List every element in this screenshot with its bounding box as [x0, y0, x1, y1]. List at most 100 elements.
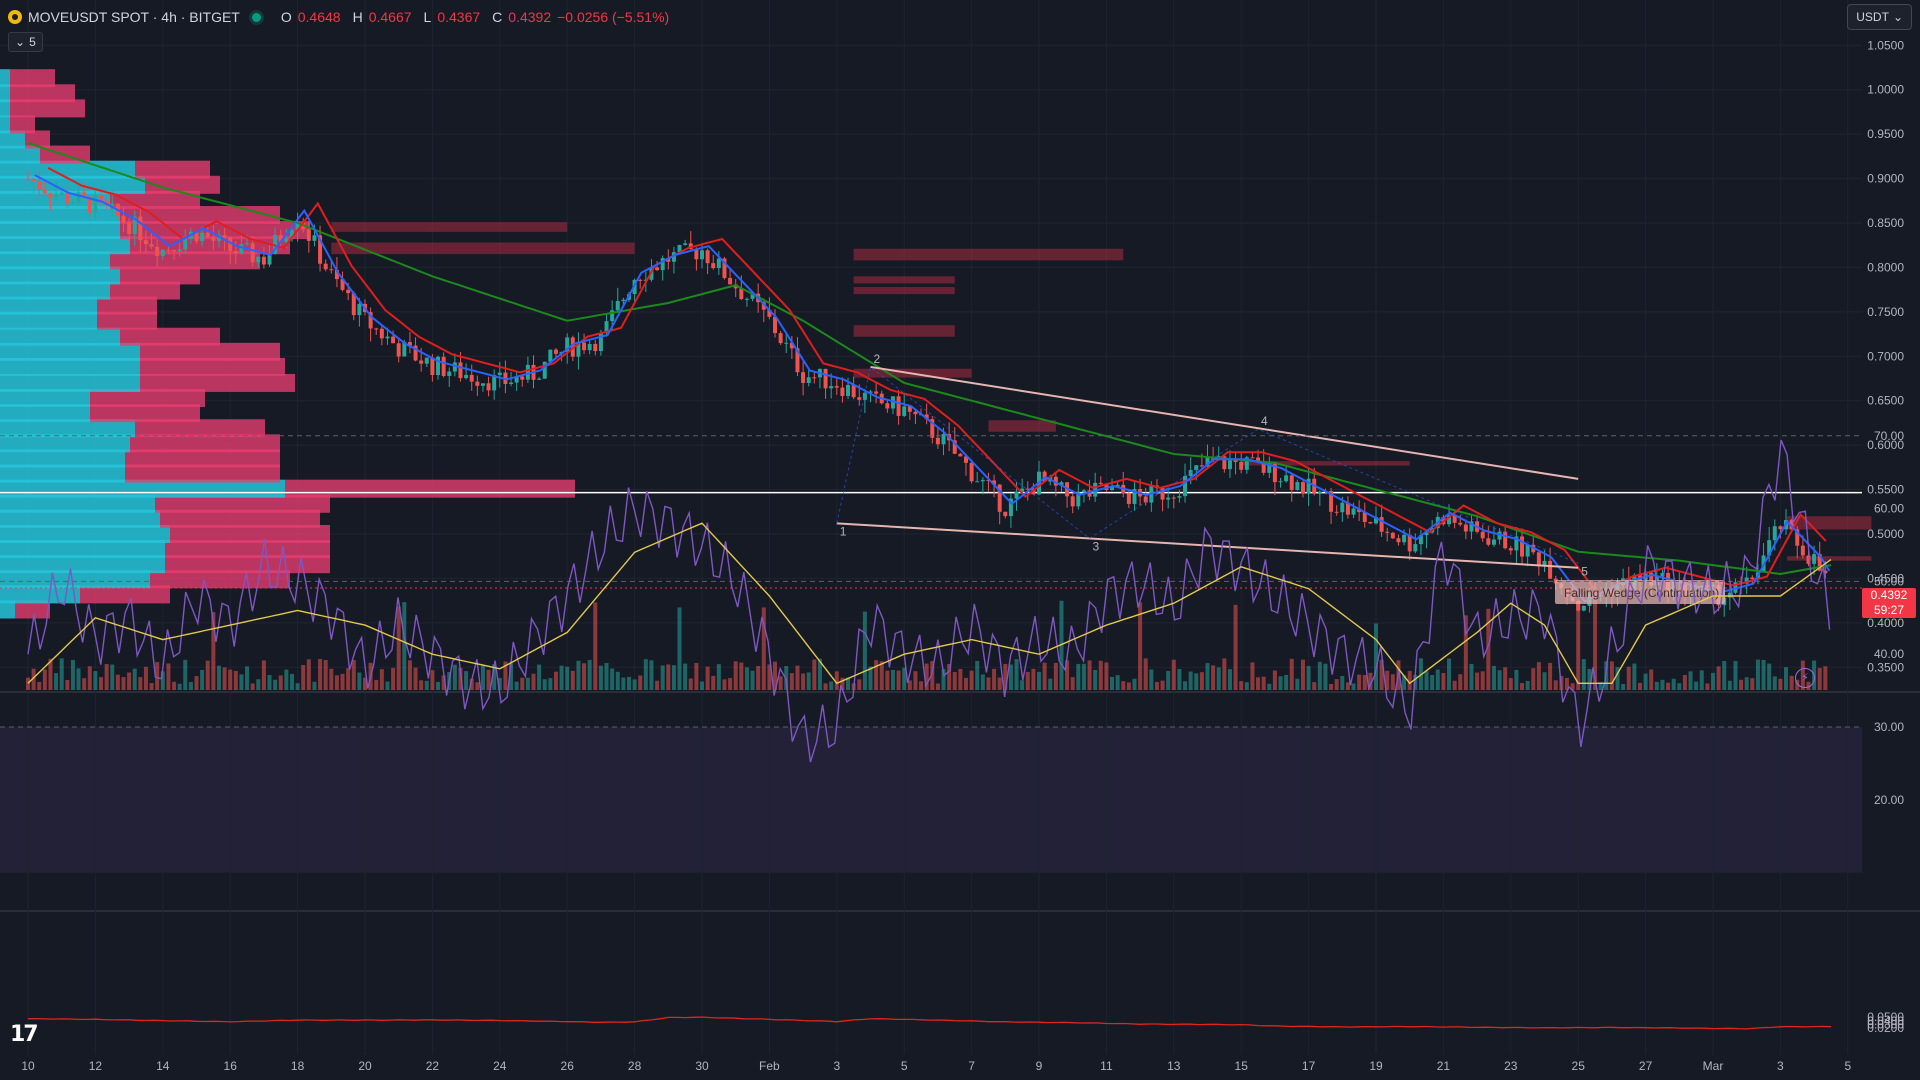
volume-bar [829, 681, 834, 690]
market-open-dot-icon [251, 12, 261, 22]
volume-bar [874, 660, 879, 690]
symbol-legend: MOVEUSDT SPOT · 4h · BITGET O 0.4648 H 0.4… [8, 6, 669, 28]
last-price-value: 0.4392 [1870, 588, 1908, 602]
volume-bar [598, 665, 603, 690]
vp-sell-bar [125, 464, 280, 483]
currency-selector[interactable]: USDT ⌄ [1847, 4, 1912, 30]
volume-bar [834, 671, 839, 690]
candle-body [885, 403, 890, 409]
candle-body [1542, 560, 1547, 567]
volume-bar [1475, 672, 1480, 690]
supply-zone [331, 222, 568, 232]
candle-body [975, 481, 980, 483]
volume-bar [59, 658, 64, 690]
candle-body [239, 244, 244, 254]
time-tick-label: 25 [1572, 1059, 1586, 1073]
candle-body [997, 484, 1002, 512]
vp-buy-bar [0, 251, 110, 270]
volume-bar [87, 666, 92, 690]
candle-body [834, 386, 839, 388]
price-tick-label: 1.0500 [1867, 38, 1904, 52]
candle-body [773, 316, 778, 334]
volume-bar [480, 665, 485, 690]
candle-body [267, 253, 272, 265]
candle-body [767, 309, 772, 317]
tradingview-logo-icon[interactable]: 17 [10, 1022, 39, 1047]
volume-bar [913, 671, 918, 690]
lightning-icon[interactable]: ⚡ [1795, 668, 1815, 688]
volume-bar [340, 673, 345, 690]
volume-bar [492, 664, 497, 690]
vp-buy-bar [0, 342, 140, 361]
vp-sell-bar [15, 600, 50, 619]
currency-label: USDT [1856, 10, 1889, 24]
volume-bar [621, 677, 626, 690]
volume-bar [1244, 682, 1249, 690]
vp-buy-bar [0, 585, 80, 604]
price-tick-label: 1.0000 [1867, 83, 1904, 97]
candle-body [1194, 465, 1199, 471]
volume-bar [952, 672, 957, 690]
candle-body [1317, 491, 1322, 493]
volume-bar [1166, 671, 1171, 690]
vp-buy-bar [0, 464, 125, 483]
volume-bar [862, 611, 867, 690]
candle-body [1340, 502, 1345, 513]
vp-sell-bar [160, 509, 320, 528]
candle-body [340, 279, 345, 290]
candle-body [368, 312, 373, 329]
symbol-title[interactable]: MOVEUSDT SPOT · 4h · BITGET [28, 9, 240, 25]
volume-bar [671, 665, 676, 690]
volume-bar [284, 669, 289, 690]
indicators-collapse-button[interactable]: ⌄ 5 [8, 32, 43, 52]
volume-bar [486, 669, 491, 690]
volume-bar [1581, 659, 1586, 690]
time-tick-label: 15 [1235, 1059, 1249, 1073]
candle-body [216, 235, 221, 241]
candle-body [1812, 554, 1817, 564]
candle-body [1402, 534, 1407, 543]
volume-bar [1587, 668, 1592, 690]
vp-sell-bar [140, 357, 285, 376]
volume-bar [127, 672, 132, 690]
volume-bar [896, 670, 901, 690]
volume-bar [677, 607, 682, 690]
volume-bar [1121, 681, 1126, 690]
candle-body [464, 374, 469, 379]
candle-body [121, 215, 126, 223]
time-tick-label: 16 [224, 1059, 238, 1073]
volume-bar [958, 668, 963, 690]
volume-bar [239, 674, 244, 690]
candle-body [711, 263, 716, 269]
volume-bar [1368, 672, 1373, 690]
volume-bar [346, 668, 351, 690]
candle-body [211, 237, 216, 241]
vp-sell-bar [110, 281, 180, 300]
volume-bar [1458, 674, 1463, 690]
volume-bar [1070, 677, 1075, 690]
supply-zone [988, 420, 1056, 432]
candle-body [1789, 520, 1794, 530]
candle-body [1289, 475, 1294, 490]
candle-body [1817, 554, 1822, 571]
volume-bar [1660, 679, 1665, 690]
volume-bar [402, 602, 407, 690]
candle-body [1278, 481, 1283, 483]
volume-bar [1261, 676, 1266, 690]
candle-body [789, 342, 794, 349]
volume-bar [1345, 682, 1350, 690]
candle-body [1806, 555, 1811, 564]
vp-sell-bar [97, 296, 157, 315]
volume-bar [1491, 665, 1496, 690]
volume-bar [795, 665, 800, 690]
candle-body [1227, 460, 1232, 470]
candle-body [688, 243, 693, 249]
volume-bar [1727, 680, 1732, 690]
candle-body [1081, 490, 1086, 493]
volume-bar [138, 677, 143, 690]
volume-bar [121, 677, 126, 690]
volume-bar [520, 677, 525, 690]
supply-zone [331, 242, 635, 255]
candle-body [1300, 482, 1305, 494]
